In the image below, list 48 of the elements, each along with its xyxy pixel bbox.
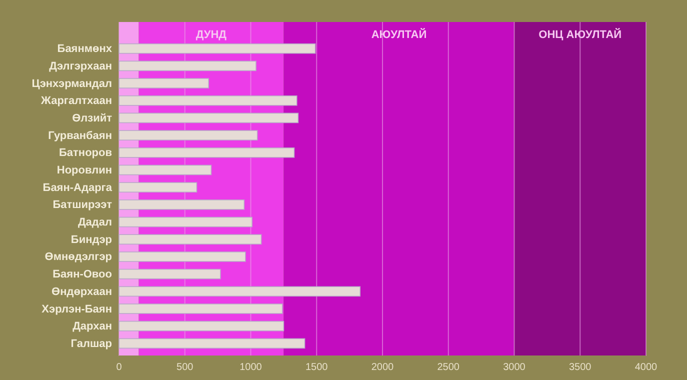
bar	[118, 164, 212, 176]
bar	[118, 95, 298, 106]
y-tick-label: Өлзийт	[72, 112, 113, 124]
y-tick-label: Өмнөдэлгэр	[44, 251, 112, 264]
bar	[118, 268, 221, 280]
y-tick-label: Галшар	[70, 338, 112, 350]
y-tick-label: Жаргалтхаан	[40, 95, 112, 108]
bar	[118, 200, 245, 210]
bar	[118, 304, 283, 314]
x-tick-label: 1500	[306, 362, 328, 373]
x-tick-label: 500	[176, 362, 194, 373]
bar	[118, 320, 284, 332]
y-tick-label: Батноров	[59, 147, 112, 160]
bar	[118, 216, 252, 228]
bar	[118, 234, 262, 245]
bar	[118, 60, 256, 72]
bar	[118, 147, 295, 158]
bar	[118, 43, 316, 54]
y-tick-label: Батширээт	[52, 199, 113, 212]
y-tick-label: Норовлин	[56, 164, 112, 177]
x-tick-label: 4000	[634, 362, 658, 373]
band-label: ДУНД	[196, 29, 227, 41]
y-tick-label: Баянмөнх	[57, 43, 113, 56]
y-tick-label: Дэлгэрхаан	[49, 60, 112, 72]
band-label: ОНЦ АЮУЛТАЙ	[538, 28, 622, 41]
bar	[118, 252, 246, 262]
bar	[118, 338, 306, 349]
x-tick-label: 2000	[371, 362, 394, 373]
x-tick-label: 1000	[240, 362, 262, 373]
x-tick-label: 0	[116, 362, 122, 373]
bar	[118, 112, 299, 124]
x-tick-label: 3000	[503, 362, 526, 373]
bar	[118, 130, 258, 140]
y-tick-label: Биндэр	[70, 234, 112, 246]
bar	[118, 78, 209, 88]
y-tick-label: Баян-Овоо	[52, 268, 112, 281]
x-tick-label: 3500	[569, 362, 592, 373]
y-tick-label: Гурванбаян	[48, 130, 112, 142]
band-label: АЮУЛТАЙ	[371, 28, 427, 41]
bar	[118, 286, 360, 297]
y-tick-label: Дархан	[72, 320, 112, 333]
y-tick-label: Өндөрхаан	[52, 286, 112, 298]
y-tick-label: Дадал	[78, 216, 112, 229]
bar	[118, 182, 198, 192]
y-tick-label: Цэнхэрмандал	[32, 78, 112, 90]
y-tick-label: Хэрлэн-Баян	[42, 303, 112, 316]
y-tick-label: Баян-Адарга	[42, 182, 113, 194]
x-tick-label: 2500	[437, 362, 460, 373]
